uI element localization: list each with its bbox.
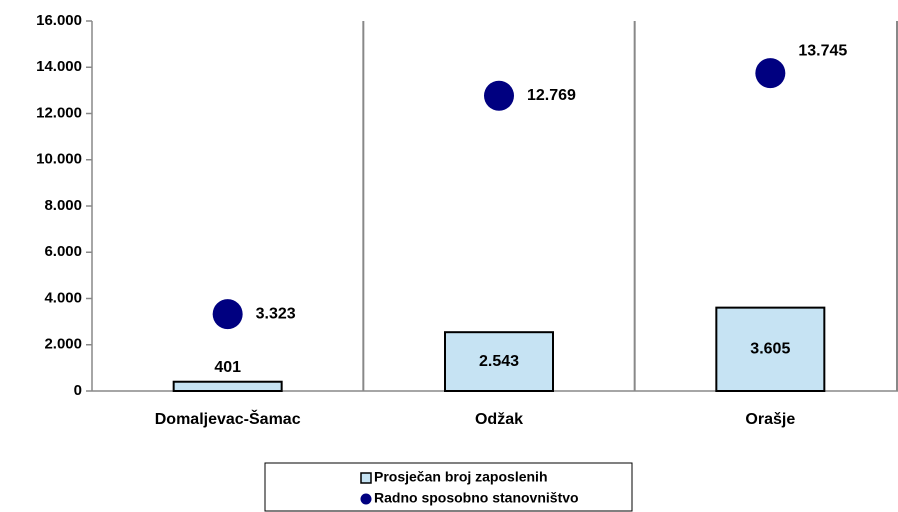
legend-box (264, 462, 633, 512)
dot-label: 3.323 (256, 305, 296, 322)
dot (755, 58, 786, 89)
bar (715, 306, 826, 392)
bar-label: 2.543 (479, 353, 519, 370)
x-tick-label: Orašje (745, 411, 795, 428)
y-tick-label: 0 (74, 382, 82, 399)
legend-label: Radno sposobno stanovništvo (374, 490, 579, 506)
y-tick-label: 4.000 (44, 289, 82, 306)
y-tick-label: 10.000 (36, 151, 82, 168)
dot (484, 80, 514, 111)
dot-label: 12.769 (527, 87, 576, 104)
x-tick-label: Domaljevac-Šamac (155, 409, 301, 428)
y-tick-label: 8.000 (44, 197, 82, 214)
bar (172, 380, 283, 392)
dot-label: 13.745 (798, 42, 847, 59)
legend-swatch (360, 472, 372, 484)
dot (212, 299, 243, 330)
y-tick-label: 12.000 (36, 104, 82, 121)
x-tick-label: Odžak (475, 411, 523, 428)
y-tick-label: 6.000 (44, 243, 82, 260)
y-tick-label: 14.000 (36, 58, 82, 75)
legend-label: Prosječan broj zaposlenih (374, 469, 548, 485)
bar (444, 331, 554, 392)
bar-label: 3.605 (750, 341, 790, 358)
y-tick-label: 16.000 (36, 12, 82, 29)
legend-swatch (360, 493, 372, 505)
y-tick-label: 2.000 (44, 336, 82, 353)
bar-label: 401 (214, 359, 241, 376)
